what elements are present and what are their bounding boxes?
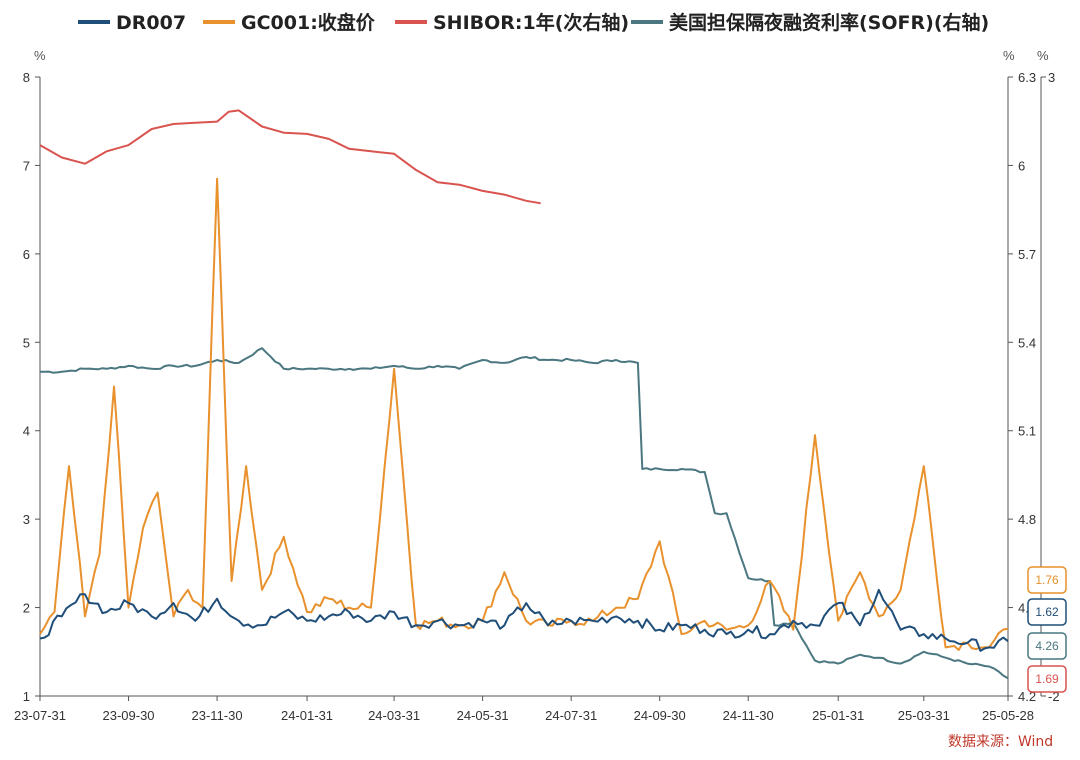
series-line-1 <box>39 177 1009 651</box>
secondary-right-tick-label: 3 <box>1048 70 1055 85</box>
legend-label: SHIBOR:1年(次右轴) <box>433 11 629 34</box>
x-tick-label: 24-09-30 <box>634 708 686 723</box>
x-tick-label: 24-07-31 <box>545 708 597 723</box>
legend-label: DR007 <box>116 12 186 34</box>
right-tick-label: 5.4 <box>1018 335 1036 350</box>
x-tick-label: 24-03-31 <box>368 708 420 723</box>
left-tick-label: 4 <box>23 424 30 439</box>
x-tick-label: 25-01-31 <box>812 708 864 723</box>
left-tick-label: 2 <box>23 601 30 616</box>
right-tick-label: 6 <box>1018 158 1025 173</box>
left-tick-label: 1 <box>23 689 30 704</box>
left-tick-label: 5 <box>23 335 30 350</box>
series-line-0 <box>39 588 1009 652</box>
legend-label: GC001:收盘价 <box>241 11 376 34</box>
right-tick-label: 5.1 <box>1018 424 1036 439</box>
left-tick-label: 6 <box>23 247 30 262</box>
x-tick-label: 24-11-30 <box>723 708 774 723</box>
left-tick-label: 8 <box>23 70 30 85</box>
last-value-text: 1.62 <box>1035 605 1059 619</box>
last-value-text: 1.69 <box>1035 672 1059 686</box>
left-tick-label: 3 <box>23 512 30 527</box>
x-tick-label: 24-01-31 <box>281 708 333 723</box>
x-tick-label: 23-11-30 <box>192 708 243 723</box>
last-value-tag <box>1027 566 1067 594</box>
left-axis-unit: % <box>34 48 46 63</box>
last-value-text: 4.26 <box>1035 639 1059 653</box>
right-tick-label: 5.7 <box>1018 247 1036 262</box>
series-line-2 <box>39 109 541 205</box>
last-value-text: 1.76 <box>1035 573 1059 587</box>
x-tick-label: 24-05-31 <box>457 708 509 723</box>
legend: DR007 GC001:收盘价 SHIBOR:1年(次右轴) 美国担保隔夜融资利率(S… <box>78 11 989 34</box>
legend-label: 美国担保隔夜融资利率(SOFR)(右轴) <box>669 11 989 34</box>
last-value-tag <box>1027 665 1067 693</box>
right-axis-unit: % <box>1003 48 1015 63</box>
axes: %% %123456784.24.54.85.15.45.766.3-2323-0… <box>14 48 1060 723</box>
x-tick-label: 23-09-30 <box>103 708 155 723</box>
last-value-tags: 1.62 1.76 1.69 4.26 <box>1027 566 1067 693</box>
secondary-right-tick-label: -2 <box>1048 689 1060 704</box>
right-tick-label: 6.3 <box>1018 70 1036 85</box>
series-line-3 <box>40 347 1009 680</box>
right-tick-label: 4.2 <box>1018 689 1036 704</box>
secondary-right-axis-unit: % <box>1037 48 1049 63</box>
left-tick-label: 7 <box>23 158 30 173</box>
source-note: 数据来源：Wind <box>948 734 1053 750</box>
x-tick-label: 25-05-28 <box>982 708 1034 723</box>
x-tick-label: 25-03-31 <box>898 708 950 723</box>
right-tick-label: 4.8 <box>1018 512 1036 527</box>
x-tick-label: 23-07-31 <box>14 708 66 723</box>
last-value-tag <box>1027 632 1067 660</box>
series-layer <box>39 109 1009 680</box>
last-value-tag <box>1027 598 1067 626</box>
